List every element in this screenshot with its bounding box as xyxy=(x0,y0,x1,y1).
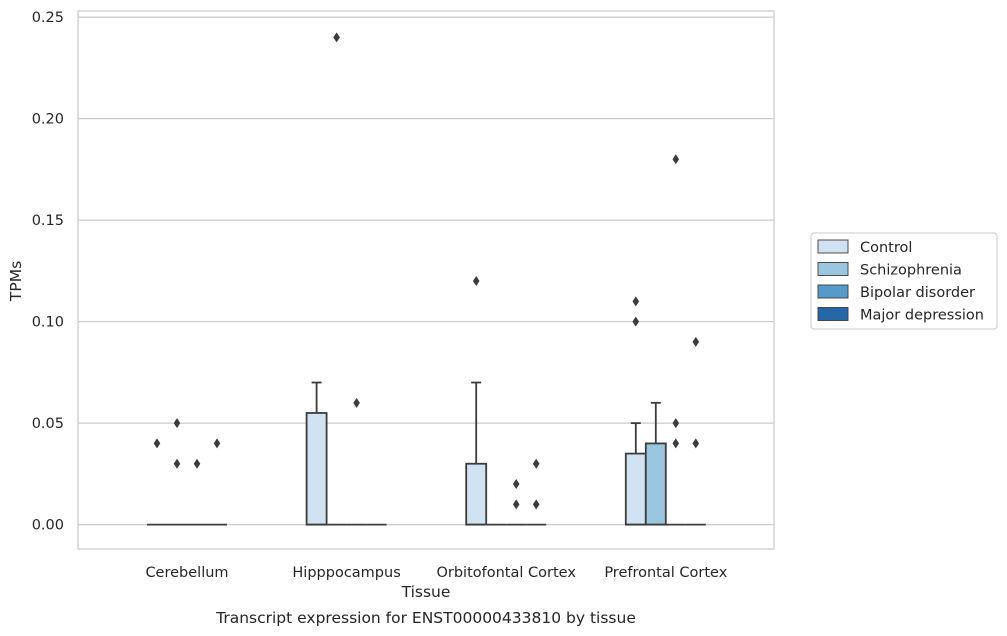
box-body xyxy=(305,412,328,526)
chart-title: Transcript expression for ENST0000043381… xyxy=(215,609,636,627)
legend-label: Major depression xyxy=(860,308,984,324)
legend-frame xyxy=(810,232,998,330)
box-2-2 xyxy=(506,479,527,526)
outlier-point xyxy=(173,458,181,469)
y-tick-label: 0.15 xyxy=(32,213,64,229)
box-1-0 xyxy=(305,381,328,526)
box-3-3 xyxy=(685,336,706,526)
box-3-2 xyxy=(665,154,686,526)
outlier-point xyxy=(333,32,340,43)
box-2-0 xyxy=(465,276,488,526)
legend-label: Schizophrenia xyxy=(860,263,962,279)
box-3-1 xyxy=(644,401,667,526)
y-tick-label: 0.05 xyxy=(32,416,64,432)
outlier-point xyxy=(213,438,221,449)
outlier-point xyxy=(672,418,680,429)
box-1-2 xyxy=(346,397,367,526)
box-3-0 xyxy=(624,296,647,526)
box-0-3 xyxy=(207,438,227,526)
box-0-0 xyxy=(147,438,167,526)
y-tick-label: 0.00 xyxy=(32,518,64,534)
outlier-point xyxy=(512,479,520,490)
outlier-point xyxy=(692,336,700,347)
outlier-point xyxy=(672,438,680,449)
box-0-1 xyxy=(167,418,187,526)
box-body xyxy=(624,452,647,526)
x-tick-label: Orbitofontal Cortex xyxy=(436,565,576,581)
outlier-point xyxy=(512,499,520,510)
legend-swatch xyxy=(817,262,849,276)
plot-background xyxy=(78,11,774,549)
box-0-2 xyxy=(187,458,207,526)
outlier-point xyxy=(632,316,640,327)
x-tick-label: Cerebellum xyxy=(145,565,228,581)
outlier-point xyxy=(173,418,181,429)
x-tick-label: Prefrontal Cortex xyxy=(604,565,727,581)
outlier-point xyxy=(193,458,201,469)
y-tick-label: 0.20 xyxy=(32,112,64,128)
outlier-point xyxy=(153,438,161,449)
x-tick-label: Hipppocampus xyxy=(292,565,400,581)
outlier-point xyxy=(353,397,360,408)
legend-label: Bipolar disorder xyxy=(860,285,975,301)
box-1-1 xyxy=(326,32,347,526)
y-tick-label: 0.10 xyxy=(32,315,64,331)
outlier-point xyxy=(692,438,700,449)
outlier-point xyxy=(532,458,540,469)
y-tick-label: 0.25 xyxy=(32,10,64,26)
legend-swatch xyxy=(817,307,849,321)
outlier-point xyxy=(632,296,640,307)
legend-swatch xyxy=(817,284,849,299)
x-axis-label: Tissue xyxy=(401,583,451,601)
y-axis-label: TPMs xyxy=(7,261,25,302)
boxes-layer xyxy=(147,32,706,526)
plot-frame xyxy=(77,10,775,550)
box-body xyxy=(465,462,488,526)
legend-swatch xyxy=(817,239,849,254)
box-2-3 xyxy=(526,458,547,526)
legend-label: Control xyxy=(860,240,912,256)
box-body xyxy=(644,442,667,526)
y-tick-labels: 0.00 0.05 0.10 0.15 0.20 0.25 xyxy=(32,10,64,534)
x-tick-labels: Cerebellum Hipppocampus Orbitofontal Corte… xyxy=(145,565,727,581)
outlier-point xyxy=(672,154,680,165)
outlier-point xyxy=(532,499,540,510)
outlier-point xyxy=(472,276,480,287)
legend: Control Schizophrenia Bipolar disorder Majo… xyxy=(810,232,998,330)
